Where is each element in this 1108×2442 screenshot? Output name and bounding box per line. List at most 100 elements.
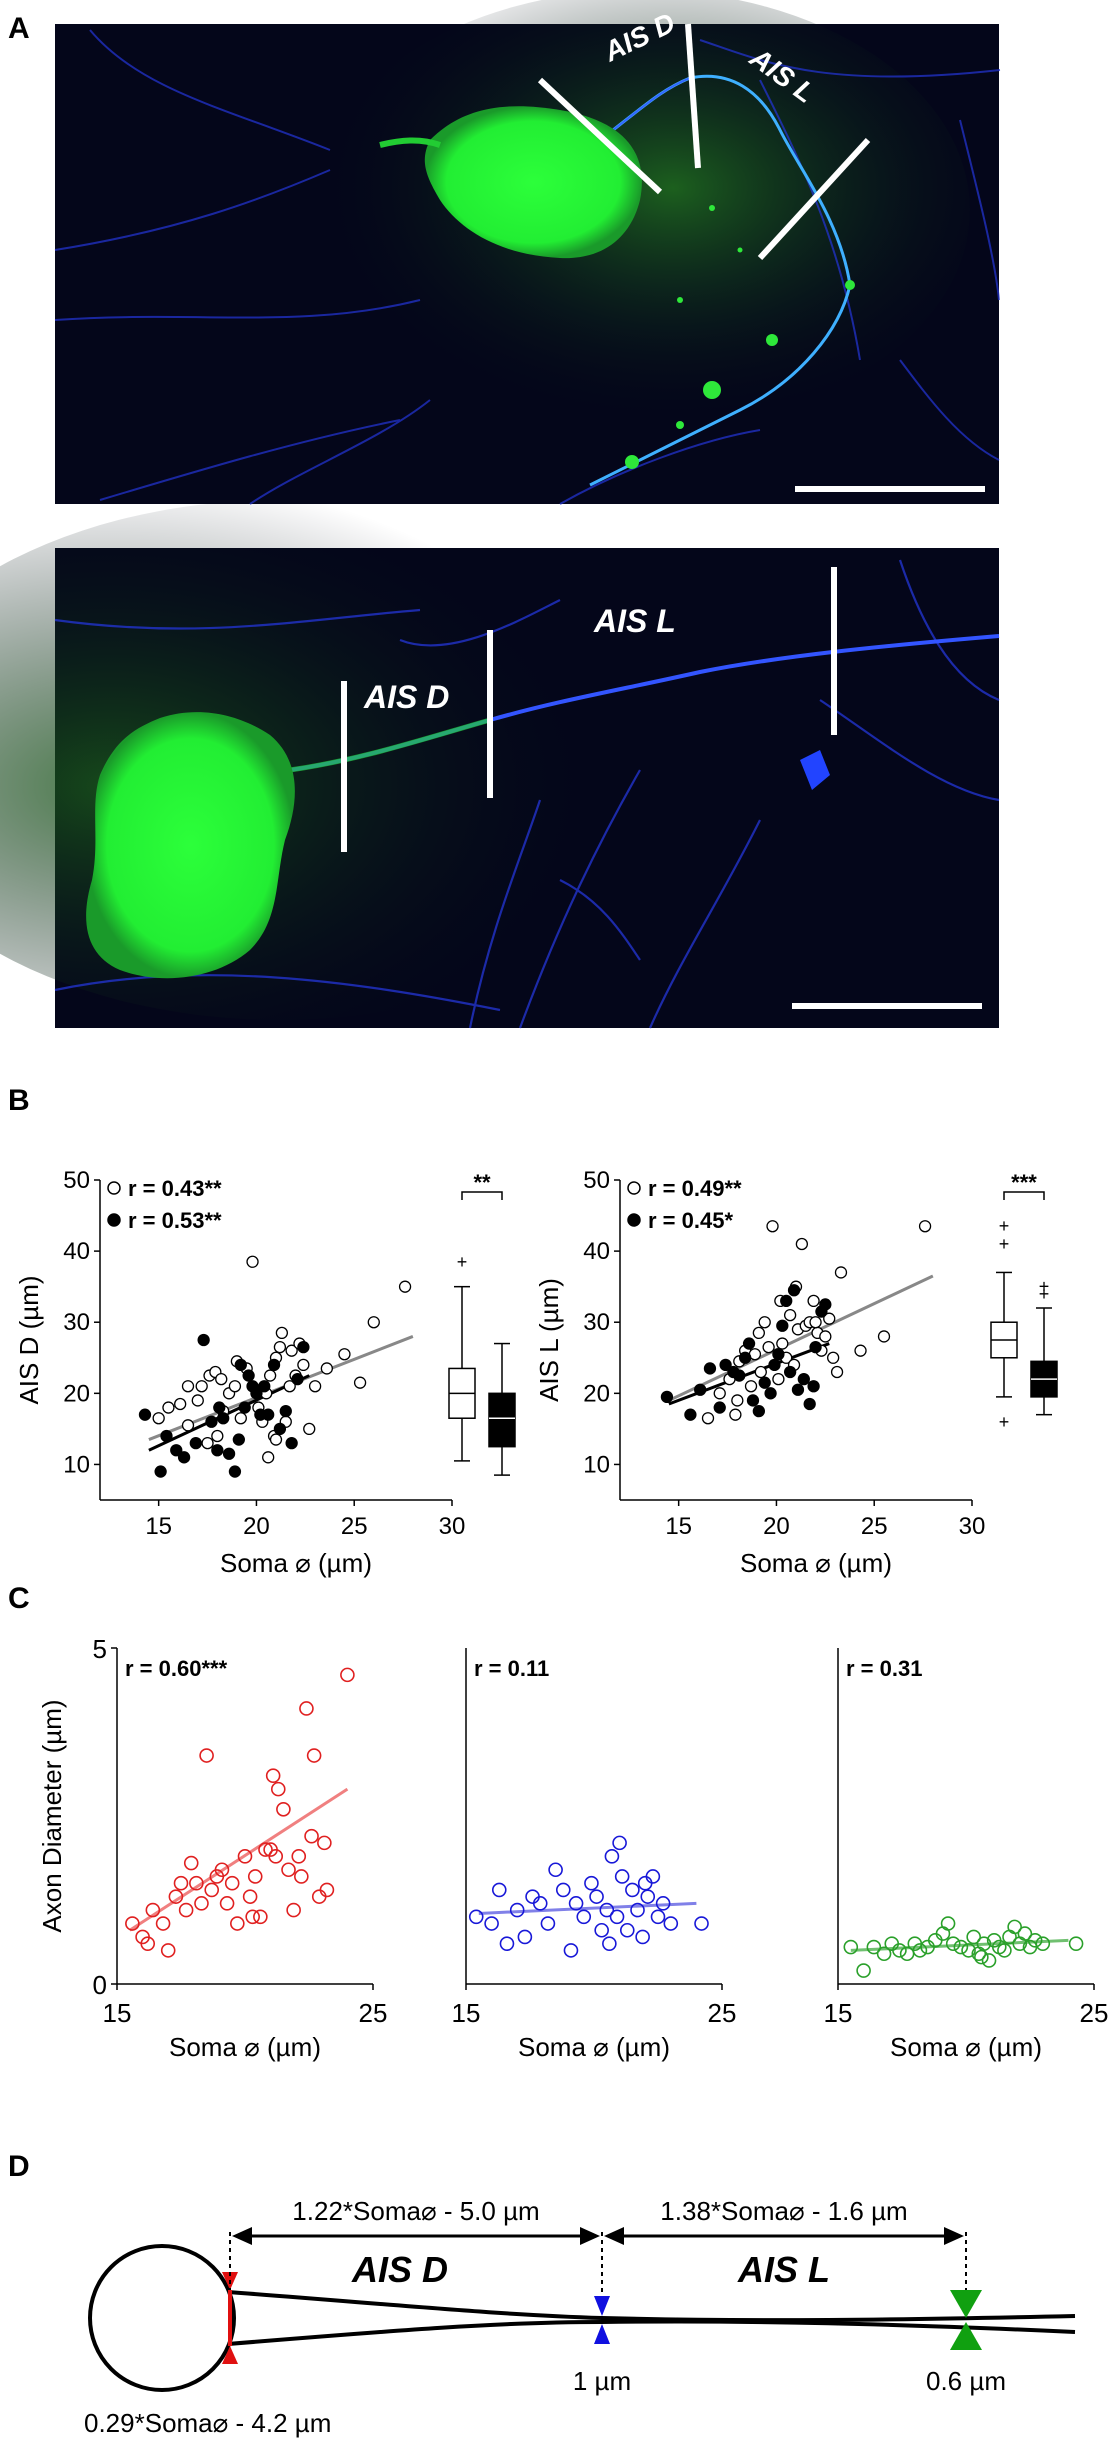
- box-outlier: +: [999, 1412, 1010, 1432]
- micrograph-top: AIS D AIS L: [54, 0, 1001, 505]
- x-tick-label: 25: [359, 1998, 388, 2028]
- data-point: [253, 1909, 268, 1925]
- ais-l-label-schematic: AIS L: [737, 2249, 830, 2290]
- legend-marker: [627, 1213, 641, 1227]
- data-point-filled: [772, 1348, 785, 1361]
- data-point-filled: [285, 1436, 298, 1450]
- legend-label: r = 0.49**: [648, 1176, 742, 1201]
- data-point: [650, 1909, 666, 1925]
- data-point: [155, 1916, 171, 1931]
- data-point-open: [162, 1401, 175, 1414]
- x-tick-label: 25: [708, 1998, 737, 2028]
- data-point: [945, 1936, 961, 1951]
- formula-ais-l: 1.38*Soma⌀ - 1.6 µm: [660, 2196, 907, 2226]
- x-tick-label: 20: [243, 1513, 270, 1540]
- box-body: [488, 1392, 516, 1448]
- y-tick-label: 40: [63, 1238, 90, 1265]
- data-point-filled: [746, 1394, 760, 1407]
- data-point: [548, 1862, 563, 1878]
- data-point-filled: [742, 1337, 756, 1350]
- data-point-open: [807, 1294, 820, 1308]
- box-outlier: +: [457, 1252, 468, 1272]
- end-arrow-bottom: [950, 2322, 982, 2350]
- panel-label-c: C: [8, 1582, 30, 1615]
- data-point-filled: [713, 1401, 726, 1414]
- data-point: [145, 1902, 161, 1918]
- data-point-filled: [205, 1415, 218, 1428]
- significance-stars: **: [473, 1170, 491, 1195]
- soma-circle: [88, 2244, 236, 2392]
- data-point: [168, 1889, 184, 1904]
- x-axis-label: Soma ⌀ (µm): [890, 2032, 1042, 2062]
- chart-c-blue: 15 25 Soma ⌀ (µm) r = 0.11: [452, 1648, 737, 2062]
- data-point-filled: [803, 1397, 816, 1411]
- data-point-filled: [222, 1447, 236, 1460]
- chart-b-ais-l: 10 20 30 40 50 15 20 25 30 Soma ⌀ (µm) AIS L (µm) r…: [534, 1167, 1058, 1578]
- data-point-open: [729, 1408, 742, 1421]
- data-point-filled: [684, 1408, 697, 1421]
- data-point-open: [744, 1380, 758, 1393]
- data-point: [160, 1943, 176, 1958]
- x-tick-label: 25: [341, 1513, 368, 1540]
- data-point-filled: [217, 1412, 230, 1425]
- data-point-open: [772, 1372, 785, 1386]
- fit-line: [668, 1274, 934, 1402]
- data-point-open: [918, 1220, 932, 1233]
- data-point: [219, 1896, 235, 1911]
- x-tick-label: 25: [1080, 1998, 1108, 2028]
- data-point: [694, 1916, 709, 1931]
- y-tick-label: 50: [583, 1167, 610, 1194]
- data-point-filled: [177, 1451, 191, 1464]
- data-point: [125, 1916, 140, 1931]
- data-point-filled: [258, 1380, 271, 1393]
- data-point: [286, 1902, 301, 1918]
- data-point-filled: [238, 1401, 251, 1414]
- data-point: [856, 1963, 871, 1978]
- data-point: [912, 1943, 928, 1958]
- data-point: [317, 1835, 332, 1851]
- formula-ais-d: 1.22*Soma⌀ - 5.0 µm: [292, 2196, 539, 2226]
- data-point: [966, 1929, 981, 1945]
- data-point-filled: [809, 1340, 822, 1354]
- data-point-open: [181, 1380, 195, 1393]
- significance-bracket: [1003, 1191, 1045, 1200]
- data-point: [509, 1902, 525, 1918]
- data-point-filled: [807, 1380, 820, 1393]
- data-point-filled: [273, 1422, 287, 1436]
- data-point-filled: [189, 1436, 202, 1450]
- data-point-open: [367, 1316, 380, 1329]
- data-point: [637, 1875, 653, 1891]
- box-outlier: +: [1039, 1284, 1050, 1304]
- data-point: [517, 1929, 533, 1945]
- data-point-open: [398, 1280, 412, 1293]
- data-point: [568, 1896, 584, 1911]
- panel-label-b: B: [8, 1084, 30, 1117]
- data-point-filled: [758, 1376, 771, 1389]
- data-point-open: [246, 1255, 259, 1268]
- mid-arrow-bottom: [594, 2324, 610, 2344]
- fit-line: [668, 1342, 830, 1406]
- data-point: [604, 1849, 620, 1864]
- data-point-open: [285, 1344, 298, 1357]
- data-point-filled: [242, 1369, 255, 1382]
- x-axis-label: Soma ⌀ (µm): [518, 2032, 670, 2062]
- x-tick-label: 15: [103, 1998, 132, 2028]
- data-point: [183, 1855, 199, 1871]
- data-point: [876, 1946, 892, 1962]
- x-tick-label: 15: [452, 1998, 481, 2028]
- data-point-open: [234, 1412, 247, 1425]
- data-point: [619, 1922, 635, 1938]
- data-point: [1035, 1936, 1051, 1951]
- data-point: [961, 1943, 976, 1958]
- data-point: [194, 1896, 209, 1911]
- data-point: [953, 1939, 969, 1955]
- box-outlier: +: [999, 1234, 1010, 1254]
- data-point: [525, 1889, 540, 1904]
- data-point: [892, 1943, 907, 1958]
- x-axis-label: Soma ⌀ (µm): [169, 2032, 321, 2062]
- data-point-filled: [797, 1372, 810, 1386]
- correlation-label: r = 0.60***: [125, 1656, 228, 1681]
- data-point: [1027, 1933, 1043, 1948]
- data-point: [843, 1939, 859, 1955]
- y-tick-label: 40: [583, 1238, 610, 1265]
